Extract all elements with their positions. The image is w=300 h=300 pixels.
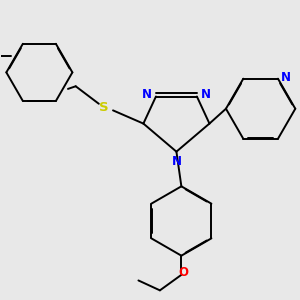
Text: N: N	[281, 70, 291, 83]
Text: N: N	[171, 155, 182, 168]
Text: N: N	[142, 88, 152, 101]
Text: O: O	[178, 266, 188, 279]
Text: S: S	[99, 101, 109, 114]
Text: N: N	[201, 88, 211, 101]
